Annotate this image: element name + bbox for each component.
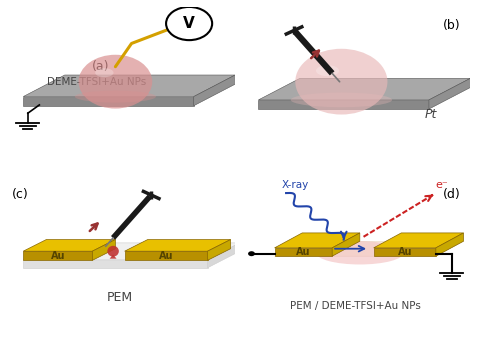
Polygon shape — [207, 243, 240, 268]
Text: (d): (d) — [443, 188, 460, 201]
Polygon shape — [275, 241, 464, 256]
Text: X-ray: X-ray — [281, 180, 309, 190]
Polygon shape — [207, 239, 230, 260]
Ellipse shape — [291, 93, 392, 107]
Text: (c): (c) — [12, 188, 28, 201]
Polygon shape — [258, 78, 470, 100]
Polygon shape — [23, 243, 240, 260]
Text: Au: Au — [159, 251, 173, 261]
Text: e⁻: e⁻ — [436, 180, 449, 190]
Text: V: V — [183, 16, 195, 31]
Ellipse shape — [108, 246, 119, 257]
Polygon shape — [194, 75, 235, 106]
Text: Au: Au — [50, 251, 65, 261]
Polygon shape — [429, 78, 470, 109]
Circle shape — [166, 7, 212, 40]
Polygon shape — [23, 75, 235, 97]
Polygon shape — [332, 233, 360, 256]
Polygon shape — [23, 251, 92, 260]
Text: PEM / DEME-TFSI+Au NPs: PEM / DEME-TFSI+Au NPs — [290, 301, 420, 311]
Ellipse shape — [79, 55, 152, 109]
Ellipse shape — [95, 68, 114, 77]
Circle shape — [248, 251, 255, 256]
Polygon shape — [23, 97, 194, 106]
Polygon shape — [125, 239, 230, 251]
Polygon shape — [23, 239, 115, 251]
Ellipse shape — [316, 241, 404, 264]
Polygon shape — [23, 260, 207, 268]
Polygon shape — [125, 251, 207, 260]
Text: (a): (a) — [92, 60, 110, 73]
Ellipse shape — [316, 65, 339, 76]
Text: (b): (b) — [443, 19, 460, 31]
Text: DEME-TFSI+Au NPs: DEME-TFSI+Au NPs — [48, 77, 146, 87]
Text: PEM: PEM — [107, 291, 133, 304]
Polygon shape — [275, 248, 332, 256]
Polygon shape — [92, 239, 115, 260]
Polygon shape — [436, 233, 464, 256]
Ellipse shape — [75, 91, 156, 102]
Text: Pt: Pt — [424, 108, 437, 121]
Ellipse shape — [295, 49, 387, 115]
Polygon shape — [373, 248, 436, 256]
Polygon shape — [109, 255, 117, 259]
Polygon shape — [258, 100, 429, 109]
Text: Au: Au — [397, 247, 412, 257]
Polygon shape — [373, 233, 464, 248]
Polygon shape — [275, 233, 360, 248]
Text: Au: Au — [296, 247, 311, 257]
